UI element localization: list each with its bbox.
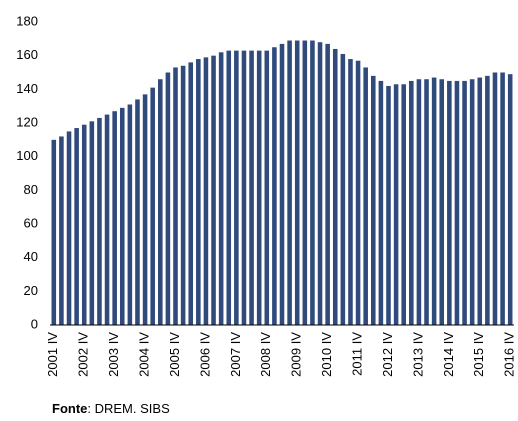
bar	[409, 80, 414, 326]
x-tick-label: 2007 IV	[228, 332, 243, 377]
bar	[127, 104, 133, 325]
bar	[66, 131, 72, 325]
bar	[393, 84, 399, 326]
bar	[112, 111, 117, 325]
bar	[492, 72, 498, 325]
bar	[234, 50, 239, 325]
bar	[203, 57, 209, 325]
bar	[51, 139, 57, 325]
bar	[173, 67, 178, 325]
x-tick-label: 2004 IV	[137, 332, 152, 377]
bar	[264, 50, 270, 325]
bar	[256, 50, 262, 325]
bar	[485, 75, 490, 325]
y-tick-label: 60	[24, 215, 38, 230]
x-tick-label: 2005 IV	[167, 332, 182, 377]
bar	[431, 77, 437, 325]
bar	[363, 67, 368, 325]
source-text: : DREM. SIBS	[87, 401, 170, 416]
bar	[158, 79, 163, 325]
bar	[89, 121, 95, 325]
y-tick-label: 140	[16, 81, 38, 96]
bar	[142, 94, 148, 325]
bar	[378, 80, 384, 326]
bar	[462, 80, 467, 326]
bar	[279, 43, 285, 326]
bar	[249, 50, 254, 325]
y-tick-label: 40	[24, 249, 38, 264]
bar	[310, 40, 315, 326]
y-tick-label: 100	[16, 148, 38, 163]
bar	[104, 114, 110, 325]
x-tick-label: 2001 IV	[45, 332, 60, 377]
x-tick-label: 2003 IV	[106, 332, 121, 377]
x-tick-label: 2008 IV	[258, 332, 273, 377]
bar	[477, 77, 483, 325]
bar	[135, 99, 140, 325]
bar	[325, 43, 330, 326]
bar	[218, 52, 224, 326]
y-tick-label: 180	[16, 13, 38, 28]
bar	[317, 42, 323, 325]
x-tick-label: 2012 IV	[380, 332, 395, 377]
x-tick-label: 2011 IV	[350, 332, 365, 376]
bar	[211, 55, 216, 326]
bar	[469, 79, 475, 325]
bar	[370, 75, 376, 325]
x-tick-label: 2009 IV	[289, 332, 304, 377]
bar	[226, 50, 232, 325]
bar	[348, 59, 353, 326]
bar	[424, 79, 429, 325]
y-tick-label: 160	[16, 47, 38, 62]
bar	[454, 80, 460, 326]
bar	[59, 136, 64, 325]
bar	[119, 107, 125, 325]
bar	[188, 62, 194, 326]
bar	[386, 85, 391, 325]
x-tick-label: 2015 IV	[471, 332, 486, 377]
bar	[302, 40, 308, 326]
x-tick-label: 2016 IV	[502, 332, 517, 377]
source-note: Fonte: DREM. SIBS	[52, 401, 170, 416]
bar	[439, 79, 445, 325]
x-tick-label: 2002 IV	[76, 332, 91, 377]
x-tick-label: 2013 IV	[410, 332, 425, 377]
x-tick-label: 2006 IV	[197, 332, 212, 377]
y-tick-label: 80	[24, 182, 38, 197]
bar	[150, 87, 155, 326]
bar	[447, 80, 452, 326]
source-label: Fonte	[52, 401, 87, 416]
bar	[332, 48, 338, 325]
x-tick-label: 2014 IV	[441, 332, 456, 377]
x-tick-label: 2010 IV	[319, 332, 334, 377]
bar	[416, 79, 422, 325]
bar	[180, 65, 186, 326]
y-tick-label: 0	[31, 316, 38, 331]
bar	[196, 59, 201, 326]
bar	[287, 40, 292, 326]
bar	[241, 50, 247, 325]
bar	[500, 72, 505, 325]
bar	[355, 60, 361, 325]
bar	[97, 117, 102, 325]
bar	[272, 47, 277, 325]
bar	[165, 72, 171, 325]
y-tick-label: 20	[24, 283, 38, 298]
bar	[507, 74, 513, 325]
y-tick-label: 120	[16, 114, 38, 129]
bar	[74, 128, 79, 325]
bar	[81, 124, 87, 325]
bar	[401, 84, 406, 326]
bar	[294, 40, 300, 326]
bar	[340, 53, 346, 325]
